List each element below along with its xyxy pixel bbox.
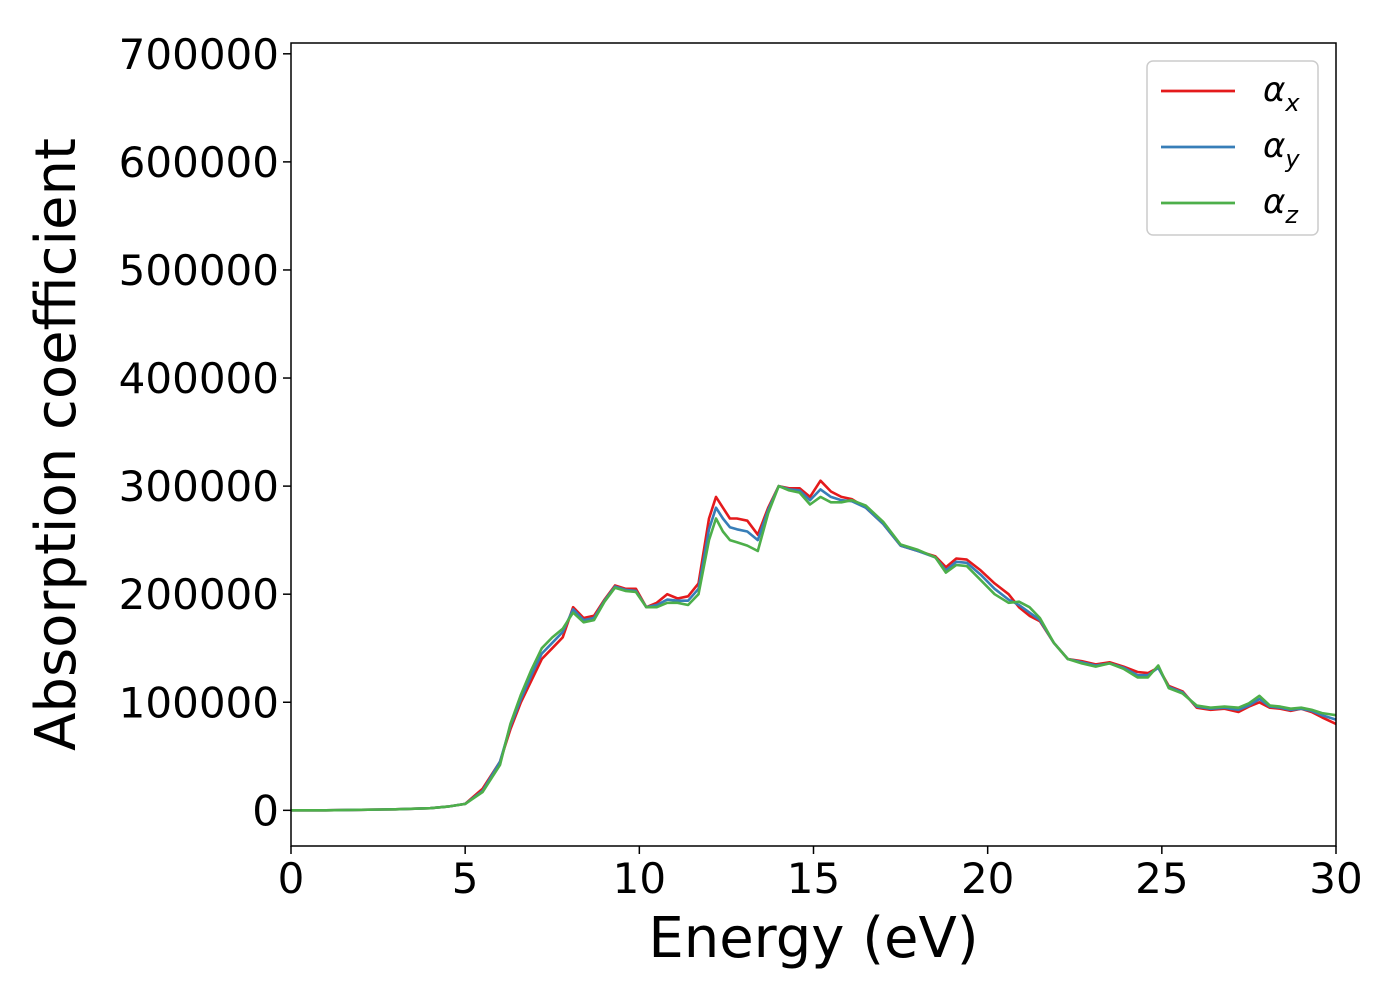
series-line-x [291,479,1336,812]
y-tick-label: 700000 [119,30,279,79]
x-tick-label: 10 [613,854,666,903]
x-tick-label: 5 [452,854,479,903]
y-tick-label: 200000 [119,570,279,619]
y-tick-label: 0 [252,786,279,835]
y-tick-label: 500000 [119,246,279,295]
legend-label-y: αy [1263,126,1300,173]
y-tick-label: 400000 [119,354,279,403]
legend-label-x: αx [1263,70,1300,117]
legend-subscript-y: y [1284,145,1300,173]
legend-subscript-z: z [1284,201,1299,229]
x-axis: 0 5 10 15 20 25 30 [278,846,1363,903]
y-tick-label: 100000 [119,678,279,727]
legend-subscript-x: x [1284,89,1300,117]
x-tick-label: 20 [961,854,1014,903]
y-tick-label: 600000 [119,138,279,187]
series-line-z [291,484,1336,812]
y-tick-label: 300000 [119,462,279,511]
series-line-y [291,484,1336,812]
series-layer [291,479,1336,812]
x-tick-label: 0 [278,854,305,903]
y-axis: 0 100000 200000 300000 400000 500000 600000 700… [119,30,291,835]
x-tick-label: 25 [1135,854,1188,903]
x-tick-label: 15 [787,854,840,903]
x-axis-title: Energy (eV) [648,906,978,971]
y-axis-title: Absorption coefficient [24,138,89,751]
x-tick-label: 30 [1309,854,1362,903]
